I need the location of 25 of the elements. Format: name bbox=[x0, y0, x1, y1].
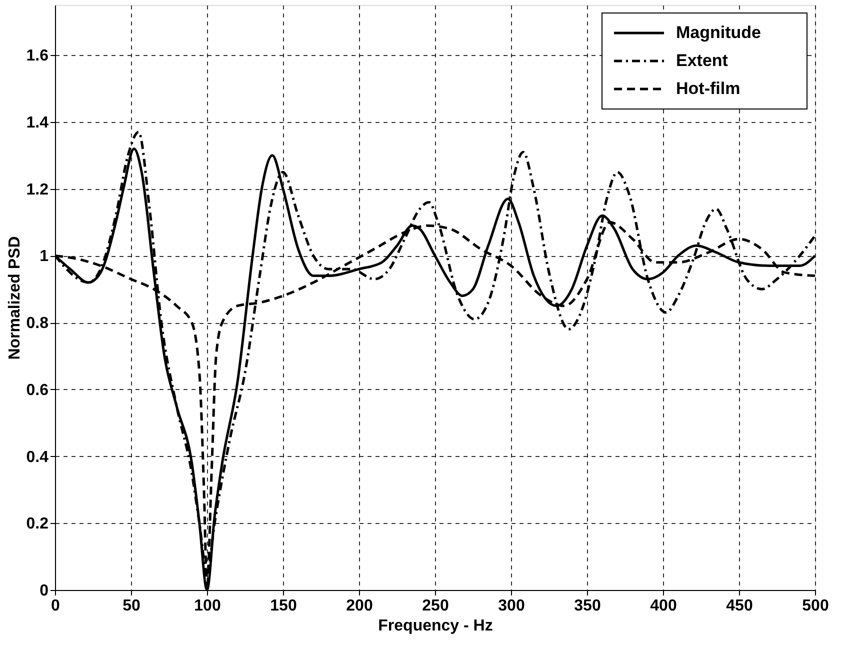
x-tick-label: 500 bbox=[802, 598, 829, 614]
y-tick-label: 0.4 bbox=[26, 448, 49, 466]
x-tick-label: 400 bbox=[650, 598, 677, 614]
y-tick-label: 1.2 bbox=[26, 181, 49, 198]
legend-label: Magnitude bbox=[676, 23, 761, 42]
x-tick-label: 450 bbox=[726, 598, 753, 614]
y-tick-label: 0.8 bbox=[26, 315, 49, 332]
x-tick-label: 50 bbox=[122, 598, 140, 614]
y-tick-label: 0.2 bbox=[26, 516, 49, 533]
y-axis-title: Normalized PSD bbox=[6, 236, 24, 360]
x-tick-label: 300 bbox=[498, 598, 525, 614]
y-tick-label: 1.6 bbox=[26, 48, 49, 65]
x-axis-title: Frequency - Hz bbox=[378, 618, 493, 634]
x-tick-label: 350 bbox=[574, 598, 601, 614]
x-tick-label: 200 bbox=[346, 598, 373, 614]
legend-label: Extent bbox=[676, 51, 728, 70]
x-tick-label: 100 bbox=[194, 598, 221, 614]
y-tick-label: 0.6 bbox=[26, 382, 49, 399]
x-tick-label: 0 bbox=[51, 598, 60, 614]
x-tick-label: 150 bbox=[270, 598, 297, 614]
legend-label: Hot-film bbox=[676, 79, 740, 98]
y-tick-label: 1.4 bbox=[26, 114, 49, 132]
y-tick-label: 1 bbox=[40, 248, 49, 266]
y-tick-label: 0 bbox=[40, 582, 49, 600]
x-tick-label: 250 bbox=[422, 598, 449, 614]
